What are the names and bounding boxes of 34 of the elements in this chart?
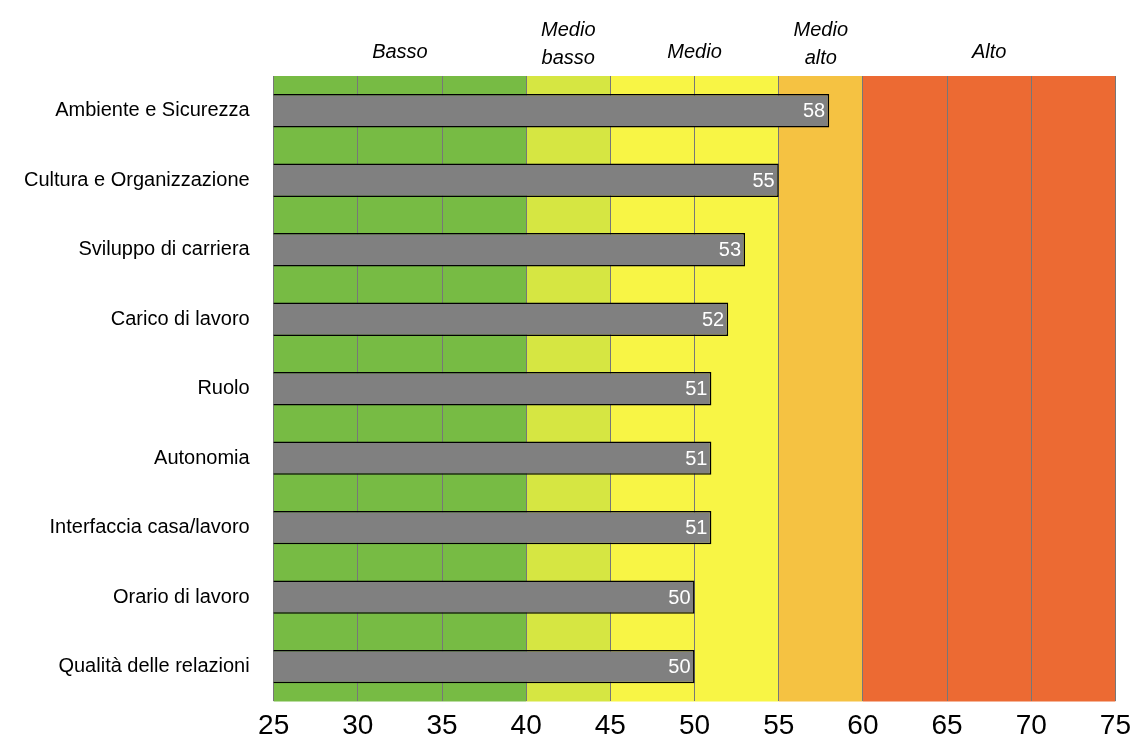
band-label: Alto (970, 40, 1007, 62)
data-label: 51 (685, 446, 708, 469)
y-tick-label: Orario di lavoro (112, 584, 250, 607)
y-tick-label: Ambiente e Sicurezza (55, 98, 251, 121)
data-label: 51 (685, 377, 708, 400)
y-tick-label: Cultura e Organizzazione (23, 167, 250, 190)
data-label: 53 (718, 238, 742, 261)
data-label: 51 (685, 516, 708, 539)
y-tick-label: Interfaccia casa/lavoro (49, 515, 250, 538)
x-tick-label: 55 (763, 708, 795, 740)
data-label: 52 (701, 307, 725, 330)
x-tick-label: 75 (1099, 708, 1132, 740)
y-tick-label: Ruolo (197, 376, 250, 399)
band-label: Medio alto (793, 18, 849, 68)
band-label: Medio basso (541, 18, 596, 68)
x-tick-label: 40 (510, 708, 542, 740)
x-tick-label: 50 (678, 708, 711, 740)
band-label: Medio (667, 40, 722, 62)
y-tick-label: Sviluppo di carriera (78, 237, 251, 260)
y-tick-label: Qualità delle relazioni (58, 654, 250, 677)
x-tick-label: 70 (1015, 708, 1047, 740)
y-tick-label: Autonomia (154, 445, 251, 468)
data-label: 50 (668, 655, 691, 678)
x-tick-label: 45 (594, 708, 626, 740)
x-tick-label: 65 (931, 708, 963, 740)
x-tick-label: 25 (258, 708, 290, 740)
data-label: 50 (668, 585, 691, 608)
data-label: 58 (802, 99, 826, 122)
x-tick-label: 35 (426, 708, 458, 740)
data-label: 55 (752, 168, 775, 191)
x-tick-label: 30 (342, 708, 374, 740)
y-tick-label: Carico di lavoro (110, 306, 250, 329)
band-label: Basso (372, 40, 428, 62)
x-tick-label: 60 (847, 708, 879, 740)
